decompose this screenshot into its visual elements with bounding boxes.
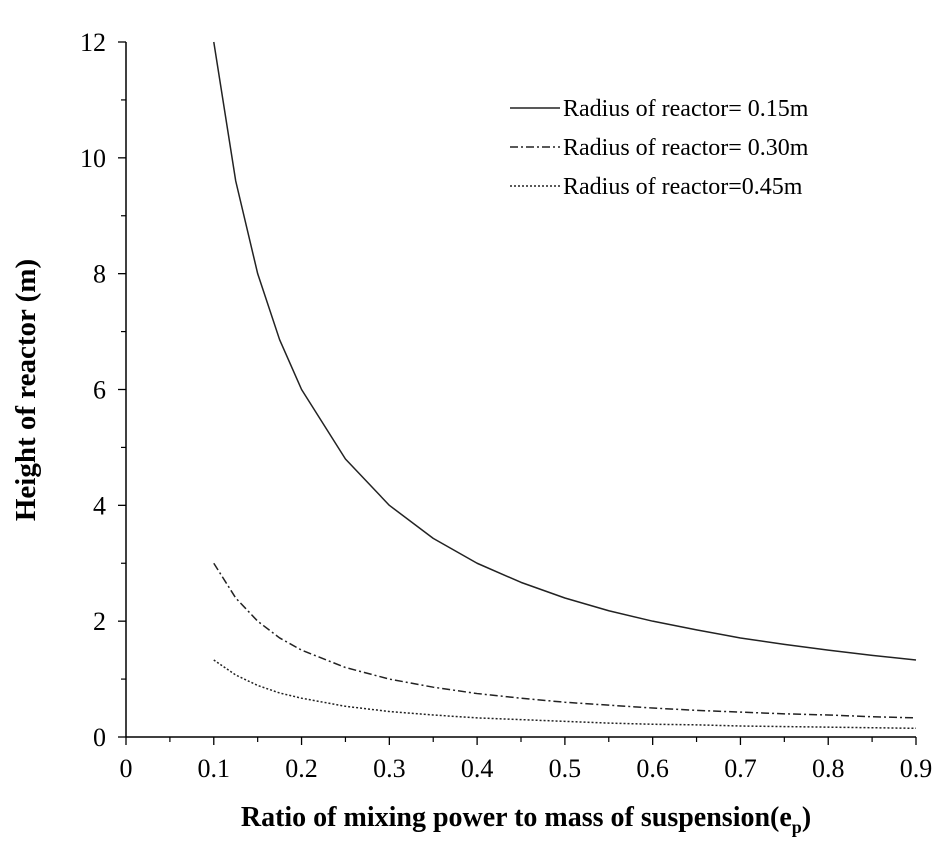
- x-tick-label: 0.6: [636, 754, 669, 783]
- legend-label-3: Radius of reactor=0.45m: [563, 174, 803, 200]
- y-tick-labels: 0 2 4 6 8 10 12: [80, 28, 106, 752]
- series-line-3: [213, 659, 917, 730]
- x-tick-label: 0: [120, 754, 133, 783]
- x-tick-label: 0.7: [724, 754, 757, 783]
- x-tick-label: 0.1: [198, 754, 231, 783]
- y-axis-title: Height of reactor (m): [10, 259, 42, 521]
- x-axis-title-suffix: ): [802, 802, 811, 833]
- y-tick-label: 10: [80, 144, 106, 173]
- y-tick-label: 6: [93, 376, 106, 405]
- x-axis-title-subscript: p: [792, 817, 802, 837]
- series-line-1: [213, 41, 917, 661]
- y-tick-label: 8: [93, 260, 106, 289]
- y-tick-label: 4: [93, 491, 106, 520]
- legend-label-2: Radius of reactor= 0.30m: [563, 135, 809, 161]
- x-tick-label: 0.4: [461, 754, 494, 783]
- x-axis-title: Ratio of mixing power to mass of suspens…: [241, 802, 811, 837]
- y-tick-label: 2: [93, 607, 106, 636]
- y-tick-label: 0: [93, 723, 106, 752]
- x-tick-label: 0.9: [900, 754, 933, 783]
- x-tick-label: 0.2: [285, 754, 318, 783]
- y-ticks: [118, 41, 126, 738]
- legend: Radius of reactor= 0.15m Radius of reacto…: [510, 96, 809, 200]
- x-ticks: [125, 737, 917, 745]
- y-tick-label: 12: [80, 28, 106, 57]
- x-tick-label: 0.8: [812, 754, 845, 783]
- x-tick-labels: 0 0.1 0.2 0.3 0.4 0.5 0.6 0.7 0.8 0.9: [120, 754, 933, 783]
- series-lines: [213, 41, 917, 730]
- legend-label-1: Radius of reactor= 0.15m: [563, 96, 809, 122]
- series-line-2: [213, 562, 917, 719]
- x-tick-label: 0.3: [373, 754, 406, 783]
- x-tick-label: 0.5: [549, 754, 582, 783]
